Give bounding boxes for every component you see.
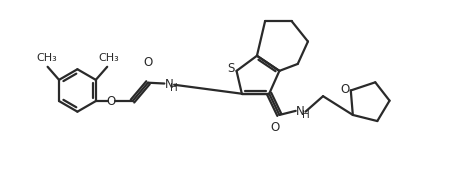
Text: O: O — [340, 83, 350, 96]
Text: CH₃: CH₃ — [36, 53, 57, 63]
Text: O: O — [106, 95, 116, 107]
Text: O: O — [144, 56, 152, 69]
Text: H: H — [302, 110, 310, 120]
Text: N: N — [165, 78, 174, 91]
Text: O: O — [271, 122, 280, 134]
Text: N: N — [296, 105, 305, 118]
Text: S: S — [227, 62, 234, 75]
Text: H: H — [170, 83, 178, 93]
Text: CH₃: CH₃ — [98, 53, 119, 63]
